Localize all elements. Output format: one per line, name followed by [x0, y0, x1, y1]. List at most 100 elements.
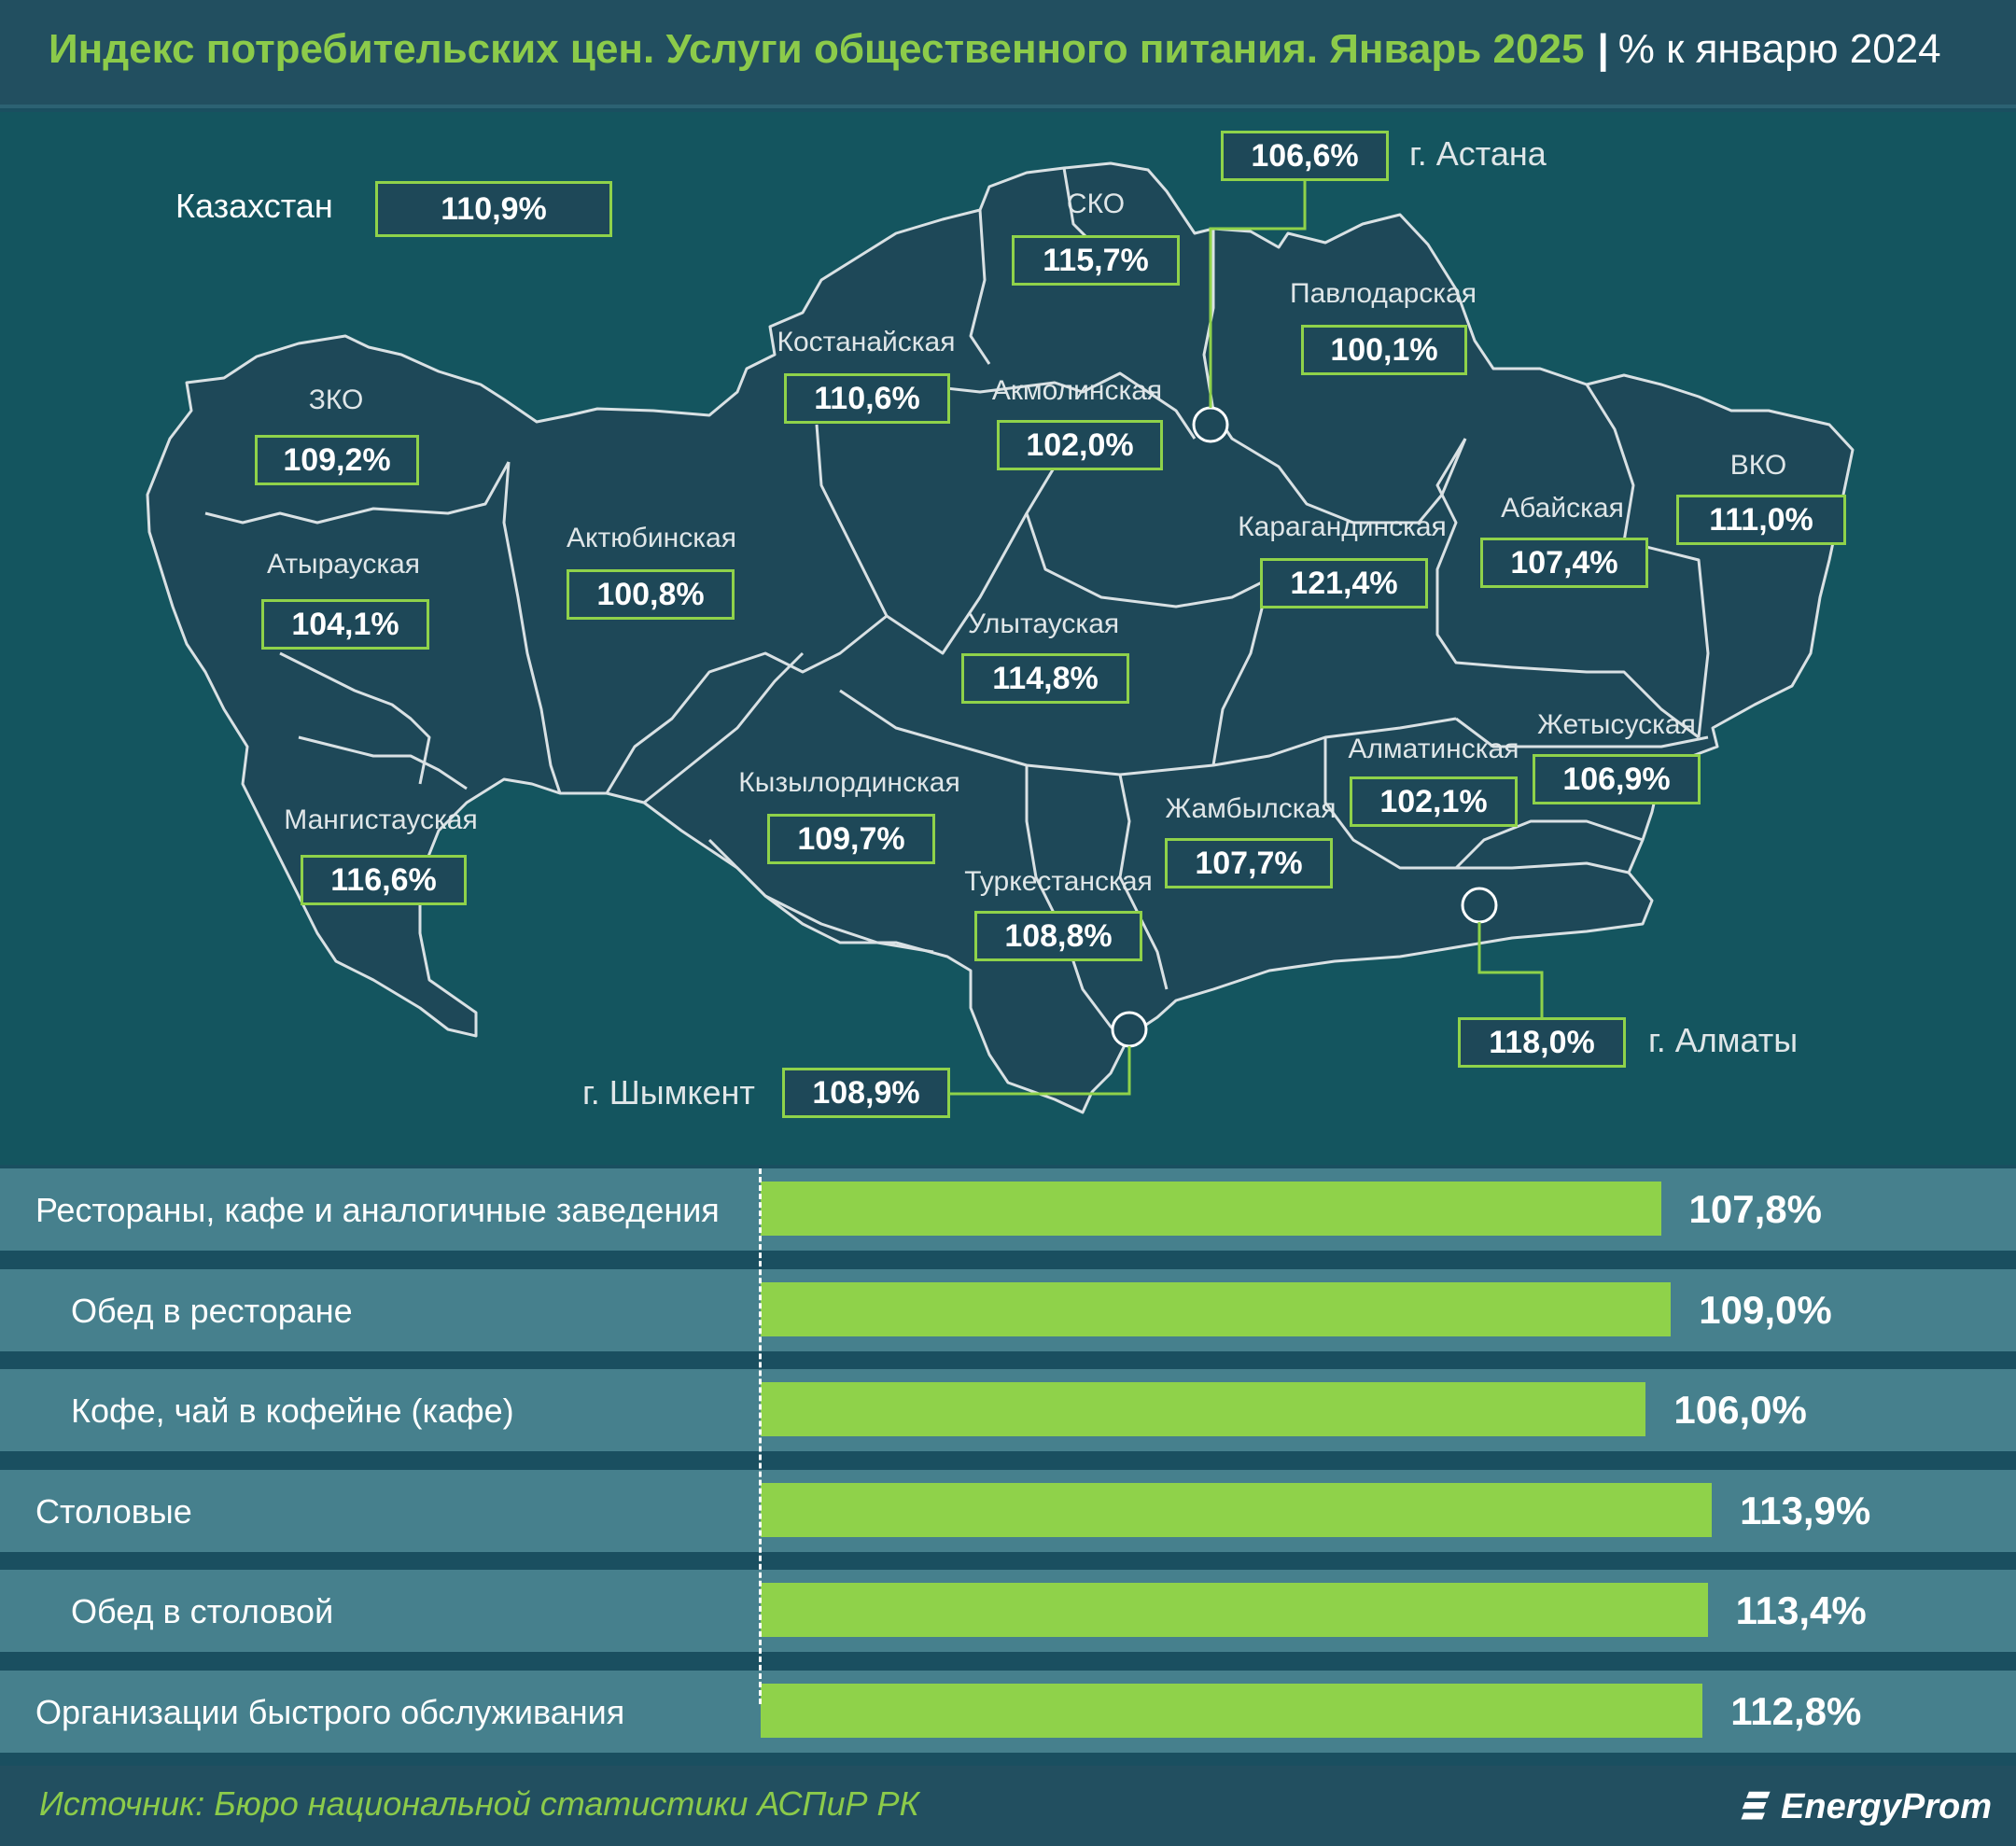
- region-label-pavlodar: Павлодарская: [1290, 278, 1477, 309]
- bar-chart: Рестораны, кафе и аналогичные заведения 1…: [0, 1168, 2016, 1766]
- border-ulytau-south: [839, 689, 1457, 776]
- border-aktobe: [502, 461, 562, 794]
- bar-category-label: Столовые: [35, 1491, 192, 1531]
- region-label-zko: ЗКО: [308, 385, 364, 415]
- region-label-zhetysu: Жетысуская: [1537, 709, 1696, 740]
- bar-value-label: 106,0%: [1673, 1388, 1807, 1432]
- region-value-kyzylorda: 109,7%: [767, 814, 935, 864]
- shymkent-marker: [1111, 1011, 1148, 1048]
- astana-marker: [1192, 406, 1229, 443]
- bar: [761, 1281, 1672, 1336]
- region-value-sko: 115,7%: [1012, 235, 1180, 286]
- region-label-vko: ВКО: [1729, 450, 1787, 481]
- border-abay: [1435, 438, 1700, 739]
- almaty-leader-line: [1477, 922, 1544, 1017]
- astana-leader-line: [1209, 181, 1307, 408]
- border-zhetysu: [1455, 717, 1709, 748]
- region-label-ulytau: Улытауская: [967, 608, 1120, 639]
- kazakhstan-map: [146, 161, 1855, 1114]
- region-value-akmola: 102,0%: [997, 420, 1163, 470]
- border-kyzylorda: [643, 651, 805, 804]
- energyprom-logo: EnergyProm: [1740, 1781, 1992, 1833]
- map-panel: Казахстан 110,9% ЗКО 109,2% Атырауская 1…: [0, 112, 2016, 1165]
- bar-axis-line: [759, 1168, 762, 1704]
- title-unit: % к январю 2024: [1617, 26, 1941, 72]
- border-aktobe-east: [605, 424, 889, 794]
- region-label-mangistau: Мангистауская: [284, 804, 478, 835]
- bar-category-label: Обед в столовой: [71, 1592, 334, 1630]
- region-value-zko: 109,2%: [255, 435, 419, 485]
- kazakhstan-value: 110,9%: [375, 181, 612, 237]
- region-value-zhetysu: 106,9%: [1533, 754, 1701, 804]
- region-label-almaty-region: Алматинская: [1348, 734, 1519, 764]
- region-label-sko: СКО: [1066, 189, 1126, 219]
- border-ulytau: [886, 512, 1029, 655]
- region-value-pavlodar: 100,1%: [1301, 325, 1467, 375]
- region-value-zhambyl: 107,7%: [1165, 838, 1333, 888]
- border-pavlodar: [1202, 229, 1467, 524]
- region-value-ulytau: 114,8%: [961, 653, 1129, 704]
- border-karaganda-east: [1211, 578, 1271, 766]
- region-value-atyrau: 104,1%: [261, 599, 429, 650]
- bar-value-label: 113,9%: [1740, 1488, 1871, 1532]
- bar-value-label: 109,0%: [1699, 1287, 1832, 1332]
- region-label-turkestan: Туркестанская: [964, 866, 1153, 897]
- region-value-abay: 107,4%: [1480, 538, 1648, 588]
- region-label-karaganda: Карагандинская: [1238, 511, 1447, 542]
- region-label-kyzylorda: Кызылординская: [738, 767, 960, 798]
- bar-row: Столовые 113,9%: [0, 1469, 2016, 1552]
- region-label-atyrau: Атырауская: [266, 549, 421, 580]
- bar-row: Кофе, чай в кофейне (кафе) 106,0%: [0, 1369, 2016, 1451]
- region-label-abay: Абайская: [1501, 493, 1624, 524]
- region-label-zhambyl: Жамбылская: [1165, 793, 1337, 824]
- city-value-shymkent: 108,9%: [782, 1068, 950, 1118]
- bar-row: Обед в столовой 113,4%: [0, 1570, 2016, 1652]
- title-main: Индекс потребительских цен. Услуги общес…: [49, 26, 1585, 72]
- title-separator: |: [1597, 26, 1609, 72]
- border-atyrau: [279, 651, 431, 785]
- bar: [761, 1382, 1646, 1436]
- region-value-karaganda: 121,4%: [1260, 558, 1428, 608]
- city-label-shymkent: г. Шымкент: [582, 1073, 755, 1112]
- region-label-kostanay: Костанайская: [777, 327, 956, 357]
- bar-category-label: Обед в ресторане: [71, 1291, 353, 1330]
- bar: [761, 1683, 1703, 1738]
- kazakhstan-label: Казахстан: [175, 187, 333, 225]
- region-label-akmola: Акмолинская: [991, 375, 1163, 406]
- border-mangistau: [298, 735, 468, 790]
- bar-value-label: 113,4%: [1735, 1588, 1867, 1632]
- region-label-aktobe: Актюбинская: [567, 523, 736, 553]
- bar-row: Рестораны, кафе и аналогичные заведения 1…: [0, 1168, 2016, 1251]
- bar-category-label: Кофе, чай в кофейне (кафе): [71, 1391, 514, 1430]
- border-kyzylorda-south: [707, 838, 934, 954]
- city-value-almaty: 118,0%: [1458, 1017, 1626, 1068]
- footer: Источник: Бюро национальной статистики А…: [0, 1766, 2016, 1846]
- border-zhambyl: [1118, 774, 1169, 990]
- source-note: Источник: Бюро национальной статистики А…: [39, 1784, 919, 1823]
- border-sko: [969, 209, 991, 365]
- almaty-marker: [1461, 887, 1498, 924]
- region-value-almaty-region: 102,1%: [1350, 776, 1518, 827]
- border-zhetysu-south: [1454, 819, 1644, 870]
- city-value-astana: 106,6%: [1221, 131, 1389, 181]
- bar-category-label: Организации быстрого обслуживания: [35, 1692, 625, 1731]
- region-value-kostanay: 110,6%: [784, 373, 950, 424]
- region-value-aktobe: 100,8%: [567, 569, 735, 620]
- bar-category-label: Рестораны, кафе и аналогичные заведения: [35, 1191, 720, 1229]
- city-label-astana: г. Астана: [1409, 134, 1547, 173]
- border-almaty-region: [1323, 737, 1630, 874]
- bar-row: Обед в ресторане 109,0%: [0, 1268, 2016, 1351]
- bar-value-label: 112,8%: [1730, 1688, 1862, 1733]
- bar-value-label: 107,8%: [1688, 1187, 1822, 1231]
- logo-text: EnergyProm: [1781, 1786, 1992, 1826]
- region-value-turkestan: 108,8%: [974, 911, 1142, 961]
- bar: [761, 1182, 1661, 1236]
- energyprom-logo-icon: [1741, 1791, 1771, 1820]
- bar-row: Организации быстрого обслуживания 112,8%: [0, 1670, 2016, 1753]
- bar: [761, 1482, 1713, 1537]
- title-bar: Индекс потребительских цен. Услуги общес…: [0, 0, 2016, 108]
- chart-title: Индекс потребительских цен. Услуги общес…: [49, 26, 1941, 73]
- city-label-almaty: г. Алматы: [1648, 1021, 1799, 1059]
- region-value-mangistau: 116,6%: [301, 855, 467, 905]
- shymkent-leader-line: [950, 1046, 1131, 1096]
